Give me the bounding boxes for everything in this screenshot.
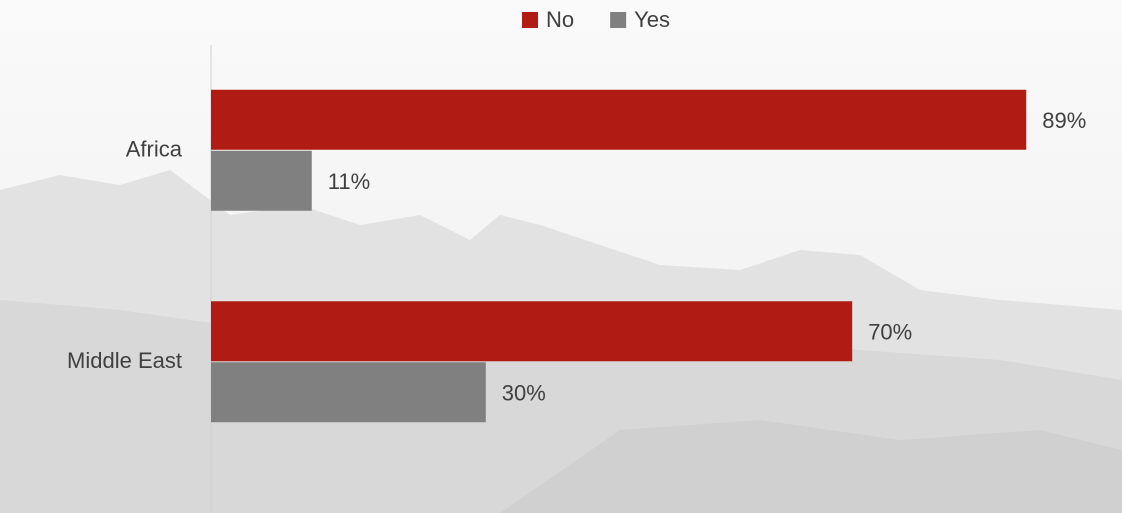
legend-swatch xyxy=(522,12,538,28)
value-label: 89% xyxy=(1042,108,1086,133)
bar xyxy=(211,90,1026,150)
value-label: 11% xyxy=(328,169,370,194)
bar xyxy=(211,301,852,361)
value-label: 70% xyxy=(868,320,912,345)
value-label: 30% xyxy=(502,381,546,406)
bar xyxy=(211,151,312,211)
page: {"chart_data": {"type": "hbar", "categor… xyxy=(0,0,1122,513)
chart: No Yes Africa 89% 11% Middle East 70% 30% xyxy=(0,0,1122,513)
legend-label: No xyxy=(546,7,574,32)
category-label: Africa xyxy=(126,137,183,162)
legend-label: Yes xyxy=(634,7,670,32)
category-label: Middle East xyxy=(67,348,182,373)
background xyxy=(0,0,1122,513)
legend-swatch xyxy=(610,12,626,28)
bar xyxy=(211,362,486,422)
